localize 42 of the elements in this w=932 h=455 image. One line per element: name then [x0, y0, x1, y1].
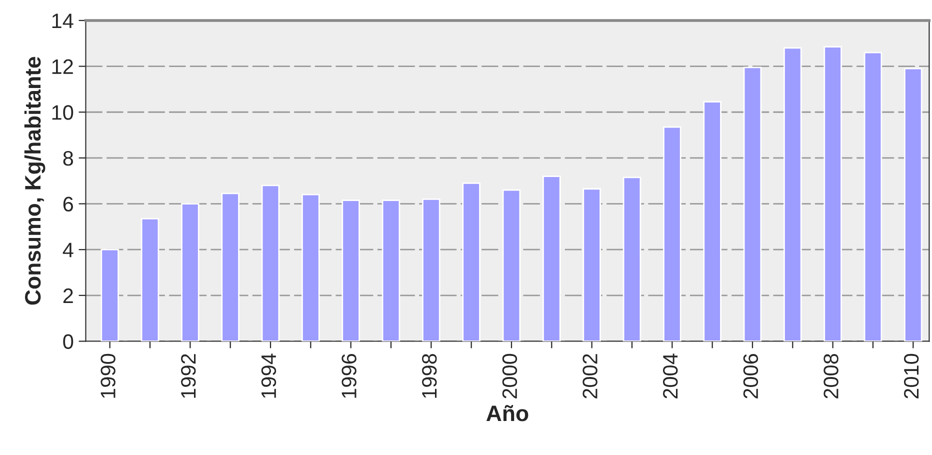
- bar: [582, 188, 601, 342]
- x-tick-label: 1996: [342, 354, 356, 398]
- x-tick-label: 1994: [261, 354, 276, 398]
- bar: [261, 184, 280, 342]
- y-tick-label: 14: [52, 14, 74, 28]
- bar: [140, 218, 160, 342]
- bar: [342, 200, 360, 342]
- x-tick-label: 2010: [904, 354, 919, 398]
- bar: [302, 194, 320, 342]
- bar: [181, 203, 200, 342]
- y-tick-label: 8: [63, 150, 74, 166]
- bar: [743, 66, 762, 342]
- y-tick-label: 4: [62, 242, 74, 258]
- bar: [100, 248, 119, 342]
- x-axis-title: Año: [486, 405, 528, 422]
- y-axis-title: Consumo, Kg/habitante: [24, 56, 46, 305]
- y-tick-label: 2: [63, 288, 73, 303]
- bar: [703, 101, 722, 342]
- bar: [422, 198, 440, 342]
- bar: [824, 46, 842, 342]
- bar: [784, 47, 802, 342]
- y-tick-label: 12: [52, 59, 73, 74]
- x-tick-label: 1998: [422, 354, 437, 398]
- x-tick-label: 2000: [502, 354, 518, 398]
- x-tick-label: 1990: [100, 354, 116, 398]
- x-tick-label: 2002: [582, 354, 598, 398]
- x-tick-label: 1992: [181, 354, 196, 398]
- bar: [864, 52, 882, 342]
- bar: [462, 182, 480, 342]
- y-tick-label: 0: [63, 334, 74, 350]
- x-tick-label: 2008: [824, 354, 838, 398]
- bar: [904, 68, 922, 342]
- bar: [382, 200, 400, 342]
- bar: [221, 192, 240, 342]
- bar: [542, 176, 561, 342]
- x-tick-label: 2004: [662, 354, 678, 398]
- x-tick-label: 2006: [743, 354, 758, 398]
- y-tick-label: 10: [52, 105, 74, 120]
- bar: [663, 126, 682, 342]
- y-tick-label: 6: [63, 196, 74, 212]
- bar: [622, 176, 642, 342]
- bar: [502, 189, 521, 342]
